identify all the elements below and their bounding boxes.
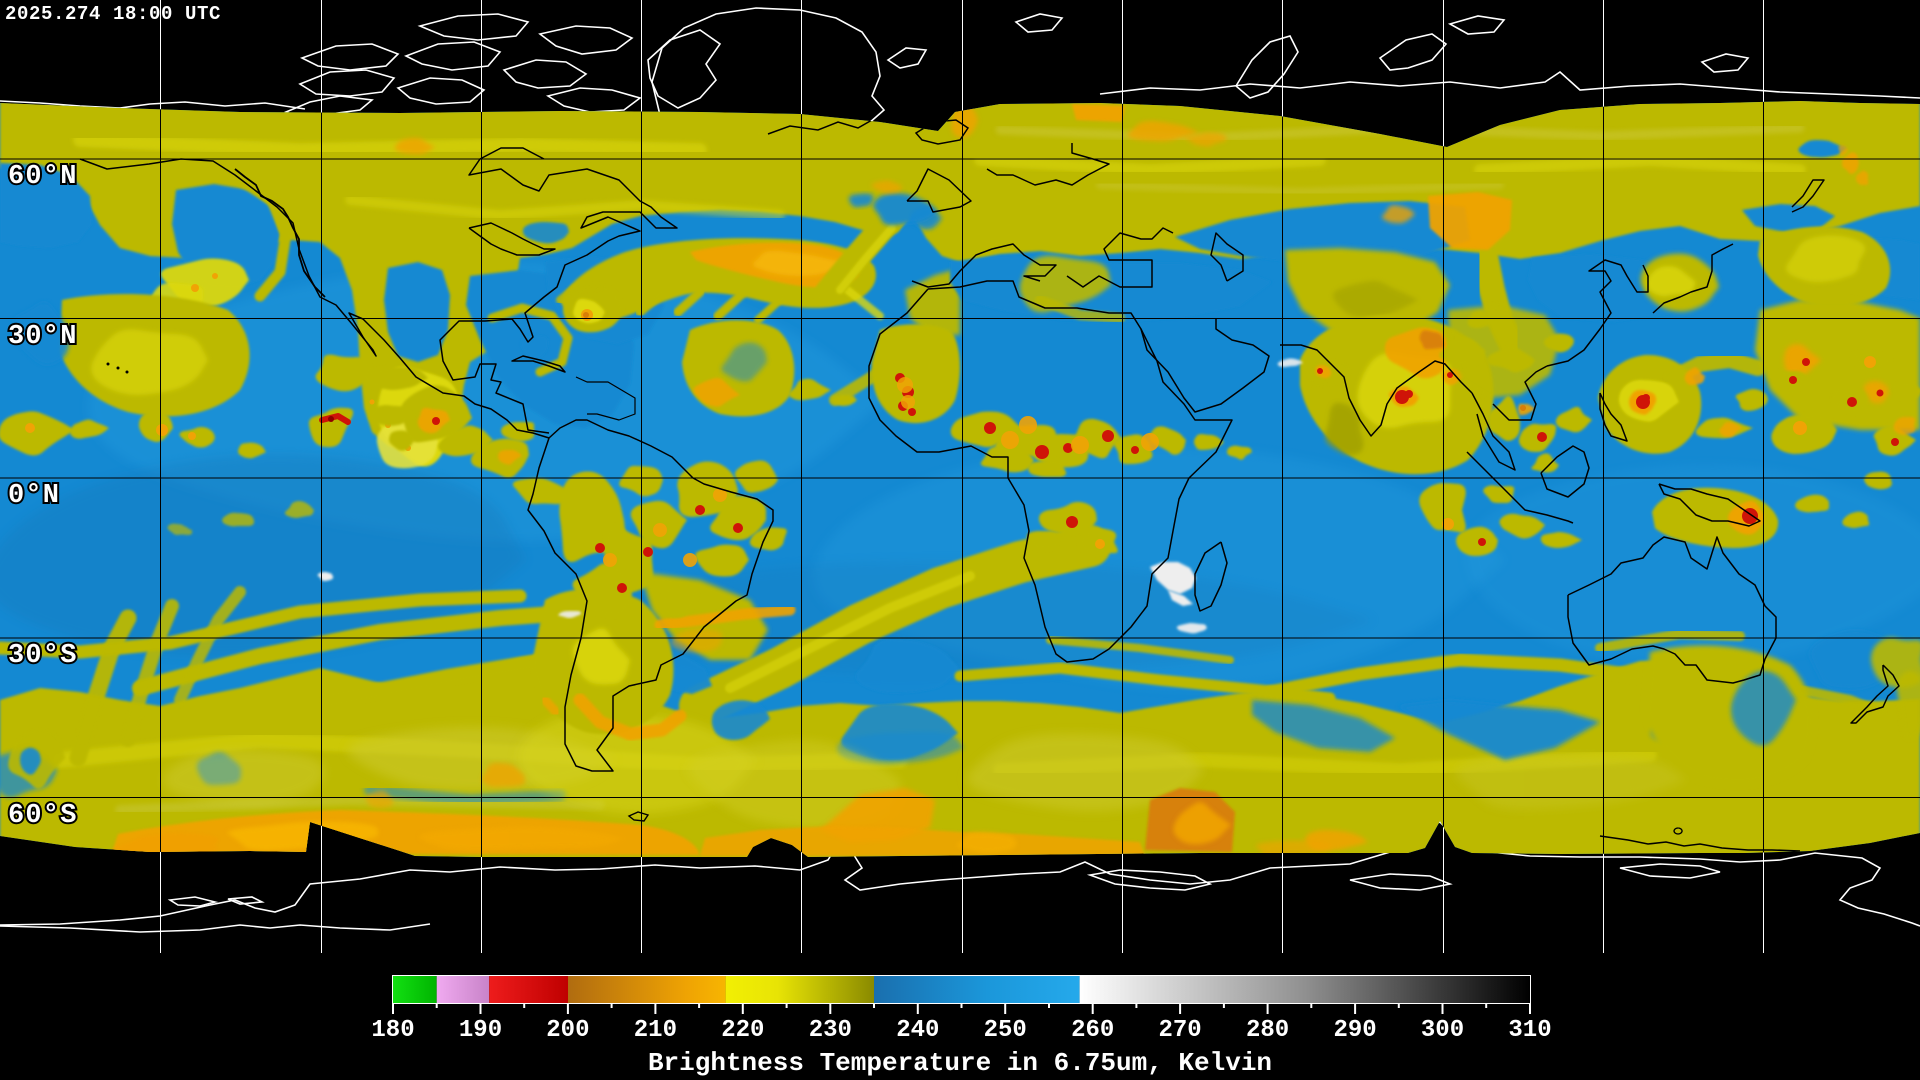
svg-text:250: 250: [984, 1017, 1027, 1044]
svg-text:190: 190: [459, 1017, 502, 1044]
svg-text:0°N: 0°N: [8, 481, 60, 511]
svg-text:230: 230: [809, 1017, 852, 1044]
svg-text:30°S: 30°S: [8, 641, 78, 671]
svg-text:300: 300: [1421, 1017, 1464, 1044]
svg-text:260: 260: [1071, 1017, 1114, 1044]
svg-text:270: 270: [1158, 1017, 1201, 1044]
svg-text:30°N: 30°N: [8, 322, 78, 352]
svg-text:60°N: 60°N: [8, 162, 78, 192]
svg-text:210: 210: [634, 1017, 677, 1044]
svg-text:180: 180: [371, 1017, 414, 1044]
svg-text:290: 290: [1333, 1017, 1376, 1044]
svg-text:280: 280: [1246, 1017, 1289, 1044]
svg-text:220: 220: [721, 1017, 764, 1044]
svg-text:Brightness Temperature in 6.75: Brightness Temperature in 6.75um, Kelvin: [648, 1048, 1272, 1078]
svg-text:240: 240: [896, 1017, 939, 1044]
svg-text:2025.274 18:00 UTC: 2025.274 18:00 UTC: [5, 3, 221, 25]
svg-text:310: 310: [1508, 1017, 1551, 1044]
svg-text:60°S: 60°S: [8, 801, 78, 831]
svg-text:200: 200: [546, 1017, 589, 1044]
